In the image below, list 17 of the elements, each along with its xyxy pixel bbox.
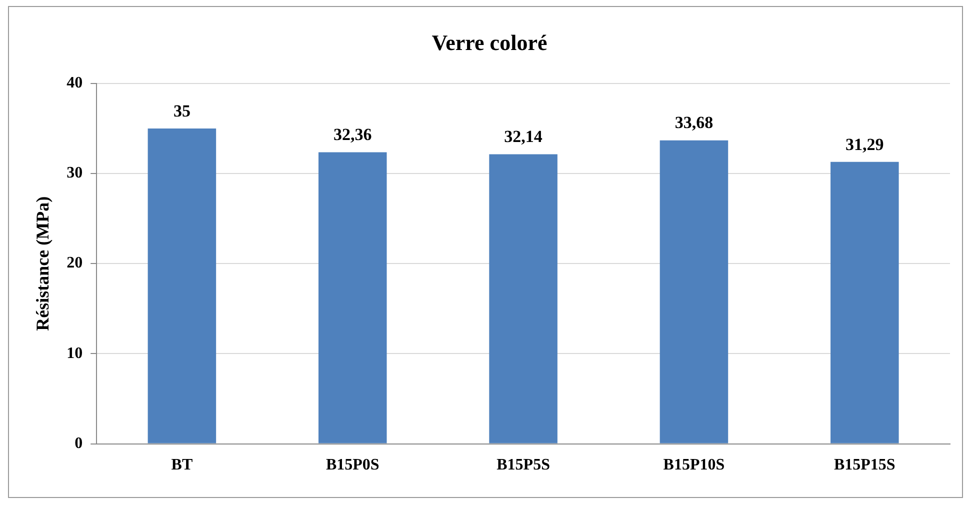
- y-tick-label: 0: [74, 434, 83, 452]
- data-label: 32,14: [504, 127, 543, 146]
- data-label: 31,29: [846, 134, 884, 154]
- x-tick-label: B15P15S: [834, 456, 896, 474]
- x-tick-label: B15P10S: [663, 456, 725, 474]
- y-axis-title: Résistance (MPa): [32, 196, 52, 331]
- chart-title: Verre coloré: [432, 30, 548, 55]
- y-tick-label: 20: [66, 254, 83, 272]
- x-tick-label: BT: [171, 456, 193, 474]
- data-label: 35: [173, 101, 190, 120]
- y-tick-label: 40: [66, 74, 83, 92]
- data-label: 33,68: [674, 113, 714, 132]
- data-label: 32,36: [333, 125, 372, 144]
- x-tick-label: B15P5S: [496, 456, 550, 474]
- y-tick-label: 30: [66, 164, 83, 182]
- x-tick-label: B15P0S: [326, 456, 380, 474]
- y-tick-label: 10: [66, 344, 83, 362]
